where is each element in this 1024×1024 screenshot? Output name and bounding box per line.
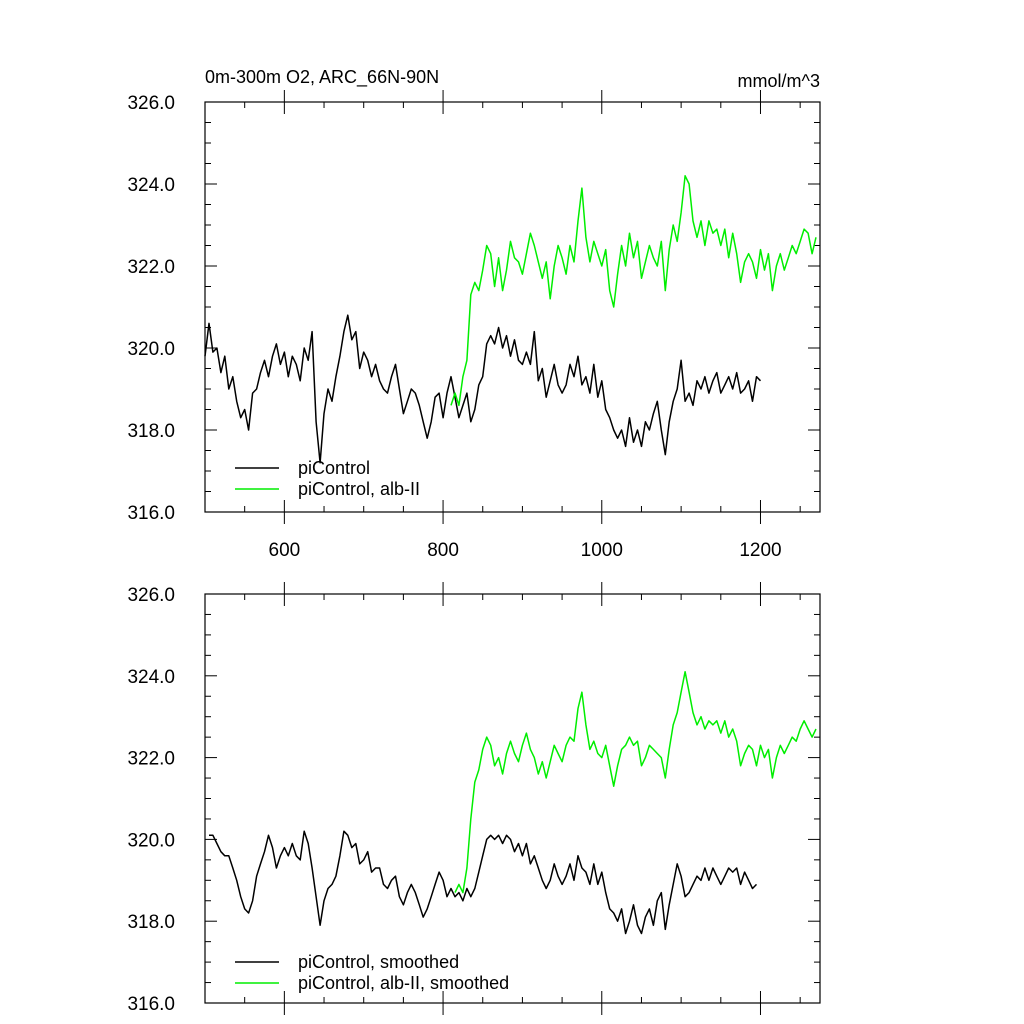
- legend-label: piControl, smoothed: [298, 952, 459, 972]
- y-tick-label: 320.0: [127, 830, 175, 851]
- legend-label: piControl: [298, 458, 370, 478]
- y-tick-label: 316.0: [127, 994, 175, 1015]
- y-tick-label: 322.0: [127, 749, 175, 770]
- legend-label: piControl, alb-II, smoothed: [298, 973, 509, 993]
- x-tick-label: 1200: [739, 540, 781, 561]
- x-tick-label: 600: [269, 540, 301, 561]
- legend-label: piControl, alb-II: [298, 479, 420, 499]
- x-tick-label: 800: [427, 540, 459, 561]
- series-line-picontrol: [204, 314, 762, 464]
- series-line-picontrol-smoothed: [209, 830, 758, 935]
- x-tick-label: 1000: [581, 540, 623, 561]
- chart-title: 0m-300m O2, ARC_66N-90N: [205, 67, 439, 88]
- y-tick-label: 326.0: [127, 93, 175, 114]
- series-line-picontrol-alb-ii-smoothed: [454, 670, 817, 894]
- y-tick-label: 324.0: [127, 175, 175, 196]
- bottom-panel: 316.0 318.0 320.0 322.0 324.0 326.0 piControl,…: [127, 582, 821, 1015]
- series-line-picontrol-alb-ii: [450, 175, 817, 407]
- y-tick-label: 316.0: [127, 503, 175, 524]
- y-tick-label: 322.0: [127, 257, 175, 278]
- y-tick-label: 324.0: [127, 667, 175, 688]
- top-panel: 316.0 318.0 320.0 322.0 324.0 326.0 600 800 1000…: [127, 90, 821, 561]
- y-tick-label: 326.0: [127, 585, 175, 606]
- units-label: mmol/m^3: [738, 71, 820, 91]
- y-tick-label: 320.0: [127, 339, 175, 360]
- y-tick-label: 318.0: [127, 421, 175, 442]
- y-tick-label: 318.0: [127, 912, 175, 933]
